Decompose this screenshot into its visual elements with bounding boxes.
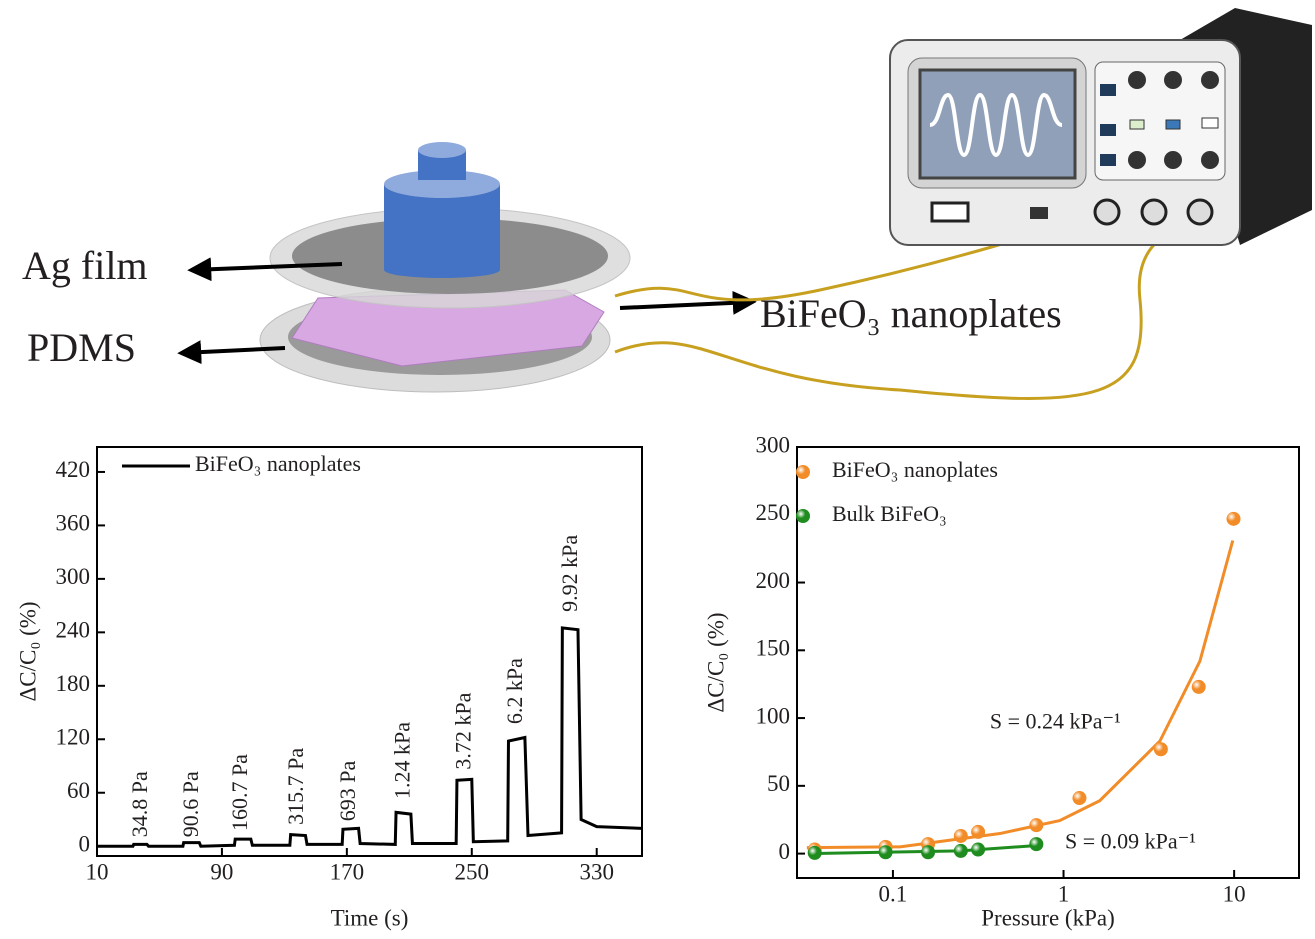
y-tick-label: 120 (56, 725, 91, 750)
annotation: 9.92 kPa (557, 535, 582, 612)
weight-knob-top (418, 142, 466, 158)
legend-marker (796, 465, 810, 479)
scope-screen (918, 68, 1077, 180)
arrow (187, 257, 343, 282)
annotation: 34.8 Pa (127, 771, 152, 837)
y-tick-label: 180 (56, 671, 91, 696)
y-tick-label: 60 (67, 778, 90, 803)
scope-knobs (930, 71, 1219, 226)
annotation: S = 0.24 kPa⁻¹ (990, 709, 1121, 734)
point (878, 845, 893, 860)
point (953, 828, 968, 843)
x-tick-label: 330 (579, 859, 614, 884)
arrow (619, 290, 757, 315)
plot-frame (796, 446, 1300, 879)
point (953, 843, 968, 858)
annotation: 1.24 kPa (390, 722, 415, 799)
y-tick-label: 300 (56, 564, 91, 589)
legend-label: BiFeO₃ nanoplates (832, 457, 998, 482)
annotation: 3.72 kPa (451, 692, 476, 769)
arrow (177, 340, 286, 365)
schematic: Ag film PDMS BiFeO₃ nanoplates (22, 8, 1312, 400)
x-tick-label: 1 (1058, 881, 1070, 906)
point (1191, 679, 1206, 694)
wire (614, 211, 1202, 400)
y-tick-label: 200 (756, 568, 791, 593)
annotation: 160.7 Pa (227, 754, 252, 831)
point (807, 845, 822, 860)
y-tick-label: 360 (56, 511, 91, 536)
y-tick-label: 150 (756, 636, 791, 661)
x-axis-label: Time (s) (331, 905, 409, 930)
x-tick-label: 170 (330, 859, 365, 884)
x-tick-label: 0.1 (879, 881, 908, 906)
annotation: 693 Pa (335, 761, 360, 822)
point (1029, 837, 1044, 852)
weight-top (384, 170, 500, 198)
x-tick-label: 250 (455, 859, 490, 884)
pdms-layer (291, 289, 605, 367)
label: PDMS (27, 325, 136, 370)
data-line (97, 626, 643, 848)
y-tick-label: 50 (767, 771, 790, 796)
weight-base (384, 262, 500, 278)
y-tick-label: 100 (756, 703, 791, 728)
y-tick-label: 0 (779, 839, 791, 864)
y-tick-label: 0 (79, 831, 91, 856)
plot-frame (96, 446, 643, 857)
y-tick-label: 250 (756, 500, 791, 525)
point (921, 845, 936, 860)
x-tick-label: 10 (1223, 881, 1246, 906)
y-tick-label: 240 (56, 618, 91, 643)
y-axis-label: ΔC/C₀ (%) (15, 601, 40, 701)
point (971, 824, 986, 839)
legend-label: Bulk BiFeO₃ (832, 501, 947, 526)
legend-label: BiFeO₃ nanoplates (195, 451, 361, 476)
x-tick-label: 90 (210, 859, 233, 884)
annotation: 90.6 Pa (178, 771, 203, 837)
x-tick-label: 10 (86, 859, 109, 884)
label: BiFeO₃ nanoplates (760, 291, 1062, 336)
legend-marker (796, 509, 810, 523)
scope-trace (929, 92, 1063, 158)
y-tick-label: 300 (756, 432, 791, 457)
label: Ag film (22, 243, 148, 288)
point (1153, 742, 1168, 757)
x-axis-label: Pressure (kPa) (981, 905, 1115, 930)
point (1029, 818, 1044, 833)
point (971, 842, 986, 857)
annotation: S = 0.09 kPa⁻¹ (1065, 829, 1196, 854)
y-axis-label: ΔC/C₀ (%) (703, 612, 728, 712)
fit-line (806, 540, 1235, 850)
weight-body (384, 184, 500, 270)
scope-panel (1094, 61, 1226, 181)
y-tick-label: 420 (56, 457, 91, 482)
annotation: 315.7 Pa (283, 748, 308, 825)
point (1226, 511, 1241, 526)
point (1072, 791, 1087, 806)
annotation: 6.2 kPa (502, 658, 527, 724)
